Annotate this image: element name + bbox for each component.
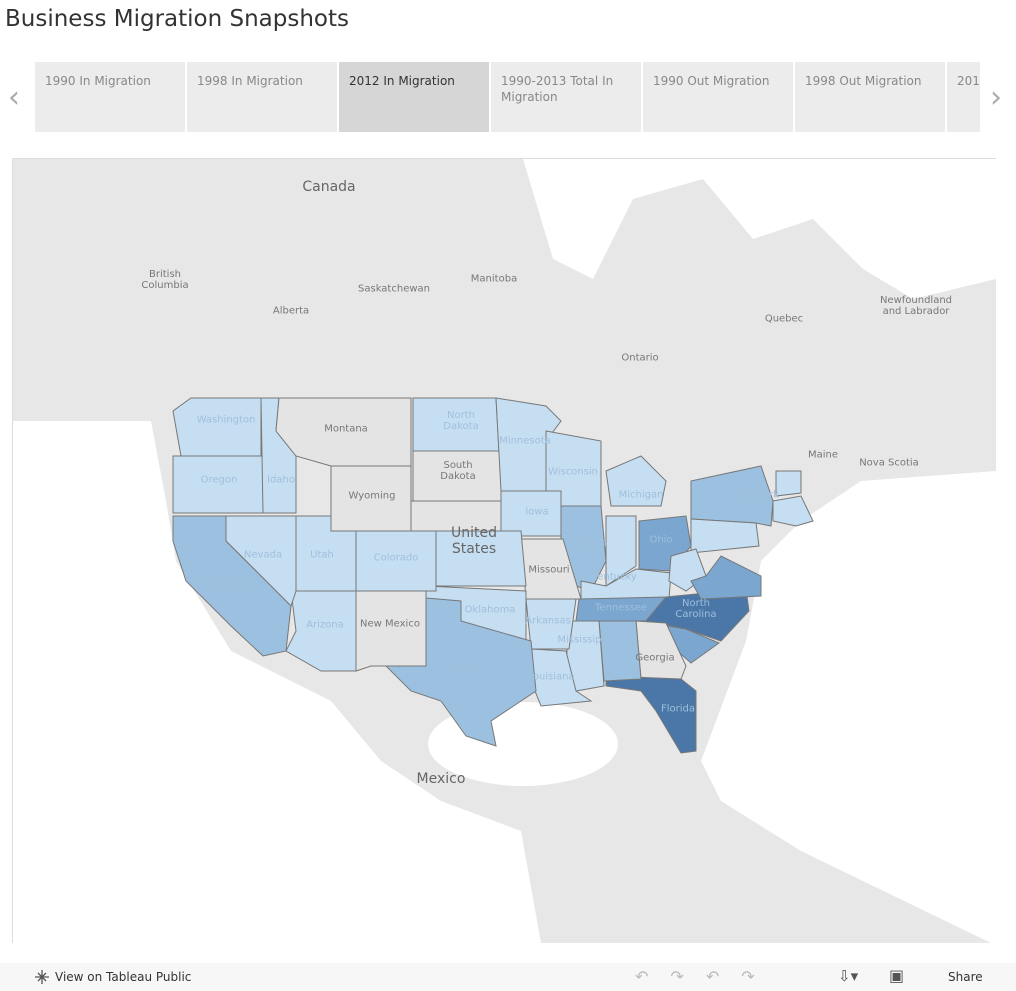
pacific-ocean [13, 421, 541, 943]
tab[interactable]: 1990 Out Migration [643, 62, 793, 132]
dashboard-title: Business Migration Snapshots [5, 6, 349, 32]
map-label: North Carolina [675, 598, 717, 620]
footer: View on Tableau Public ↶↷↶↷ ⇩▾ ▣ Share [0, 963, 1016, 991]
map-label: British Columbia [141, 269, 189, 291]
northern-waters [523, 159, 996, 299]
state-region [605, 455, 667, 507]
state-region [690, 555, 762, 600]
map-label: Illinois [575, 537, 607, 549]
prev-arrow[interactable]: ‹ [8, 80, 20, 115]
toolbar-icons[interactable]: ↶↷↶↷ [635, 967, 777, 986]
map-label: Utah [310, 549, 334, 561]
tab-strip: 1990 In Migration 1998 In Migration 2012 I… [35, 62, 980, 132]
tableau-icon [35, 970, 49, 984]
map-label: Iowa [525, 506, 549, 518]
map-label: Texas [455, 664, 483, 676]
map-label: Arkansas [525, 615, 571, 627]
map-label: United States [451, 525, 497, 557]
map-label: Wyoming [348, 490, 396, 502]
map-label: Maine [807, 449, 839, 461]
tab[interactable]: 2012 Out Migration [947, 62, 980, 132]
map-canvas [13, 159, 996, 943]
map-label: Nevada [243, 549, 283, 561]
map-label: Quebec [764, 313, 804, 325]
map-label: Minnesota [499, 435, 551, 447]
map-label: Florida [660, 703, 696, 715]
tab[interactable]: 2012 In Migration [339, 62, 489, 132]
map-label: Mississippi [557, 634, 611, 646]
map-label: California [199, 578, 247, 590]
map-label: Nova Scotia [859, 457, 919, 469]
state-region [605, 675, 697, 754]
share-button[interactable]: Share [948, 970, 983, 984]
map-label: Alberta [272, 305, 310, 317]
map-label: Washington [196, 414, 256, 426]
map-label: Wisconsin [548, 466, 598, 478]
map-label: Idaho [267, 474, 295, 486]
map-label: Louisiana [527, 671, 575, 683]
atlantic-ocean [701, 471, 996, 943]
map: Canada British Columbia Alberta Saskatchewa… [12, 158, 996, 943]
tab[interactable]: 1998 Out Migration [795, 62, 945, 132]
map-label: Ohio [649, 534, 673, 546]
map-label: Montana [324, 423, 368, 435]
map-label: North Dakota [443, 410, 479, 432]
map-label: Saskatchewan [358, 283, 430, 295]
state-region [598, 620, 642, 682]
fullscreen-icon[interactable]: ▣ [889, 966, 905, 985]
map-label: Missouri [528, 564, 570, 576]
state-region [172, 515, 292, 657]
map-label: Manitoba [470, 273, 518, 285]
download-icon[interactable]: ⇩▾ [838, 967, 859, 985]
map-label: Kentucky [591, 571, 637, 583]
map-label: Colorado [373, 552, 419, 564]
map-label: New York [733, 489, 779, 501]
map-label: South Dakota [440, 460, 476, 482]
map-label: Ontario [621, 352, 659, 364]
tab[interactable]: 1990 In Migration [35, 62, 185, 132]
map-label: Tennessee [594, 602, 648, 614]
next-arrow[interactable]: › [990, 80, 1002, 115]
state-region [772, 495, 814, 527]
map-label: Arizona [306, 619, 344, 631]
tab[interactable]: 1998 In Migration [187, 62, 337, 132]
state-region [355, 590, 427, 672]
map-label: Oklahoma [464, 604, 516, 616]
map-label: Georgia [635, 652, 675, 664]
state-region [690, 518, 760, 554]
map-label: Newfoundland and Labrador [879, 295, 953, 317]
tab[interactable]: 1990-2013 Total In Migration [491, 62, 641, 132]
map-label: Oregon [200, 474, 238, 486]
map-label: Michigan [618, 489, 664, 501]
state-region [605, 515, 637, 587]
map-label: New Mexico [360, 618, 420, 630]
map-label: Canada [302, 179, 356, 195]
map-label: Mexico [416, 771, 466, 787]
state-region [775, 470, 802, 497]
state-region [172, 397, 262, 457]
view-on-tableau-link[interactable]: View on Tableau Public [55, 970, 192, 984]
